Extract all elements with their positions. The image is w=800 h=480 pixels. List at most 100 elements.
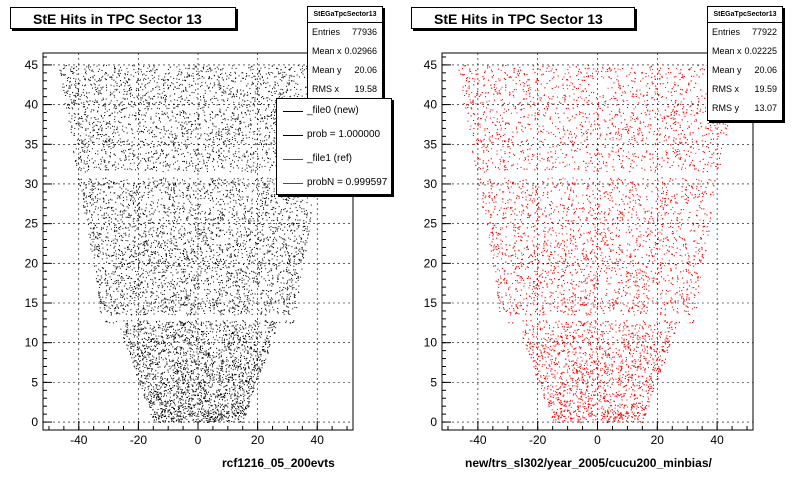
scatter-point — [198, 274, 200, 276]
scatter-point — [216, 390, 218, 392]
scatter-point — [167, 400, 169, 402]
scatter-point — [203, 387, 205, 389]
scatter-point — [153, 388, 155, 390]
scatter-point — [145, 235, 147, 237]
scatter-point — [107, 280, 109, 282]
scatter-point — [243, 412, 245, 414]
scatter-point — [145, 126, 147, 128]
scatter-point — [221, 69, 223, 71]
scatter-point — [190, 379, 192, 381]
scatter-point — [181, 84, 183, 86]
scatter-point — [301, 237, 303, 239]
scatter-point — [113, 105, 115, 107]
scatter-point — [114, 116, 116, 118]
scatter-point — [304, 244, 306, 246]
scatter-point — [206, 374, 208, 376]
scatter-point — [210, 342, 212, 344]
scatter-point — [246, 199, 248, 201]
scatter-point — [206, 250, 208, 252]
scatter-point — [126, 107, 128, 109]
scatter-point — [250, 124, 252, 126]
scatter-point — [240, 297, 241, 299]
scatter-point — [107, 232, 109, 234]
scatter-point — [236, 281, 238, 283]
scatter-point — [305, 209, 307, 211]
scatter-point — [296, 214, 298, 216]
scatter-point — [169, 405, 171, 407]
scatter-point — [91, 109, 93, 111]
scatter-point — [197, 205, 199, 207]
scatter-point — [63, 67, 65, 69]
scatter-point — [275, 263, 277, 265]
scatter-point — [135, 368, 137, 370]
scatter-point — [223, 350, 225, 352]
scatter-point — [108, 136, 110, 138]
scatter-point — [184, 365, 186, 366]
scatter-point — [85, 96, 87, 98]
scatter-point — [284, 226, 286, 228]
scatter-point — [235, 328, 237, 330]
scatter-point — [259, 261, 260, 262]
scatter-point — [146, 291, 148, 293]
scatter-point — [239, 385, 241, 387]
scatter-point — [170, 256, 172, 258]
scatter-point — [194, 66, 196, 68]
scatter-point — [200, 386, 201, 388]
scatter-point — [223, 142, 225, 144]
scatter-point — [95, 237, 97, 239]
scatter-point — [169, 325, 171, 327]
scatter-point — [146, 301, 148, 303]
scatter-point — [148, 222, 150, 224]
scatter-point — [167, 193, 169, 195]
scatter-point — [97, 70, 99, 72]
scatter-point — [292, 308, 294, 310]
scatter-point — [166, 192, 168, 194]
scatter-point — [118, 105, 120, 107]
scatter-point — [147, 167, 149, 169]
scatter-point — [271, 323, 273, 325]
scatter-point — [69, 87, 71, 89]
scatter-point — [246, 236, 248, 237]
scatter-point — [145, 375, 147, 377]
scatter-point — [238, 75, 240, 77]
scatter-point — [184, 274, 185, 276]
scatter-point — [249, 218, 251, 220]
scatter-point — [135, 186, 137, 188]
scatter-point — [110, 84, 112, 86]
scatter-point — [178, 230, 180, 232]
scatter-point — [196, 367, 198, 369]
scatter-point — [282, 214, 284, 216]
scatter-point — [151, 288, 153, 289]
scatter-point — [242, 389, 244, 391]
scatter-point — [150, 398, 152, 400]
scatter-point — [163, 85, 165, 86]
scatter-point — [237, 391, 239, 393]
scatter-point — [191, 312, 192, 314]
scatter-point — [95, 119, 97, 120]
scatter-point — [210, 322, 212, 324]
scatter-point — [214, 98, 216, 100]
scatter-point — [151, 370, 152, 372]
scatter-point — [133, 247, 134, 248]
scatter-point — [190, 252, 192, 253]
scatter-point — [190, 378, 192, 380]
scatter-point — [270, 115, 272, 117]
scatter-point — [136, 95, 138, 97]
scatter-point — [218, 157, 219, 159]
scatter-point — [157, 396, 159, 398]
scatter-point — [234, 415, 236, 417]
scatter-point — [154, 95, 156, 97]
scatter-point — [173, 163, 174, 165]
scatter-point — [259, 281, 261, 283]
scatter-point — [133, 267, 135, 269]
scatter-point — [247, 346, 249, 348]
scatter-point — [162, 411, 163, 413]
scatter-point — [314, 196, 316, 198]
scatter-point — [223, 214, 225, 216]
scatter-point — [215, 420, 217, 422]
scatter-point — [212, 219, 214, 221]
scatter-point — [259, 239, 261, 241]
scatter-point — [254, 105, 256, 107]
scatter-point — [248, 136, 250, 138]
scatter-point — [172, 387, 174, 389]
